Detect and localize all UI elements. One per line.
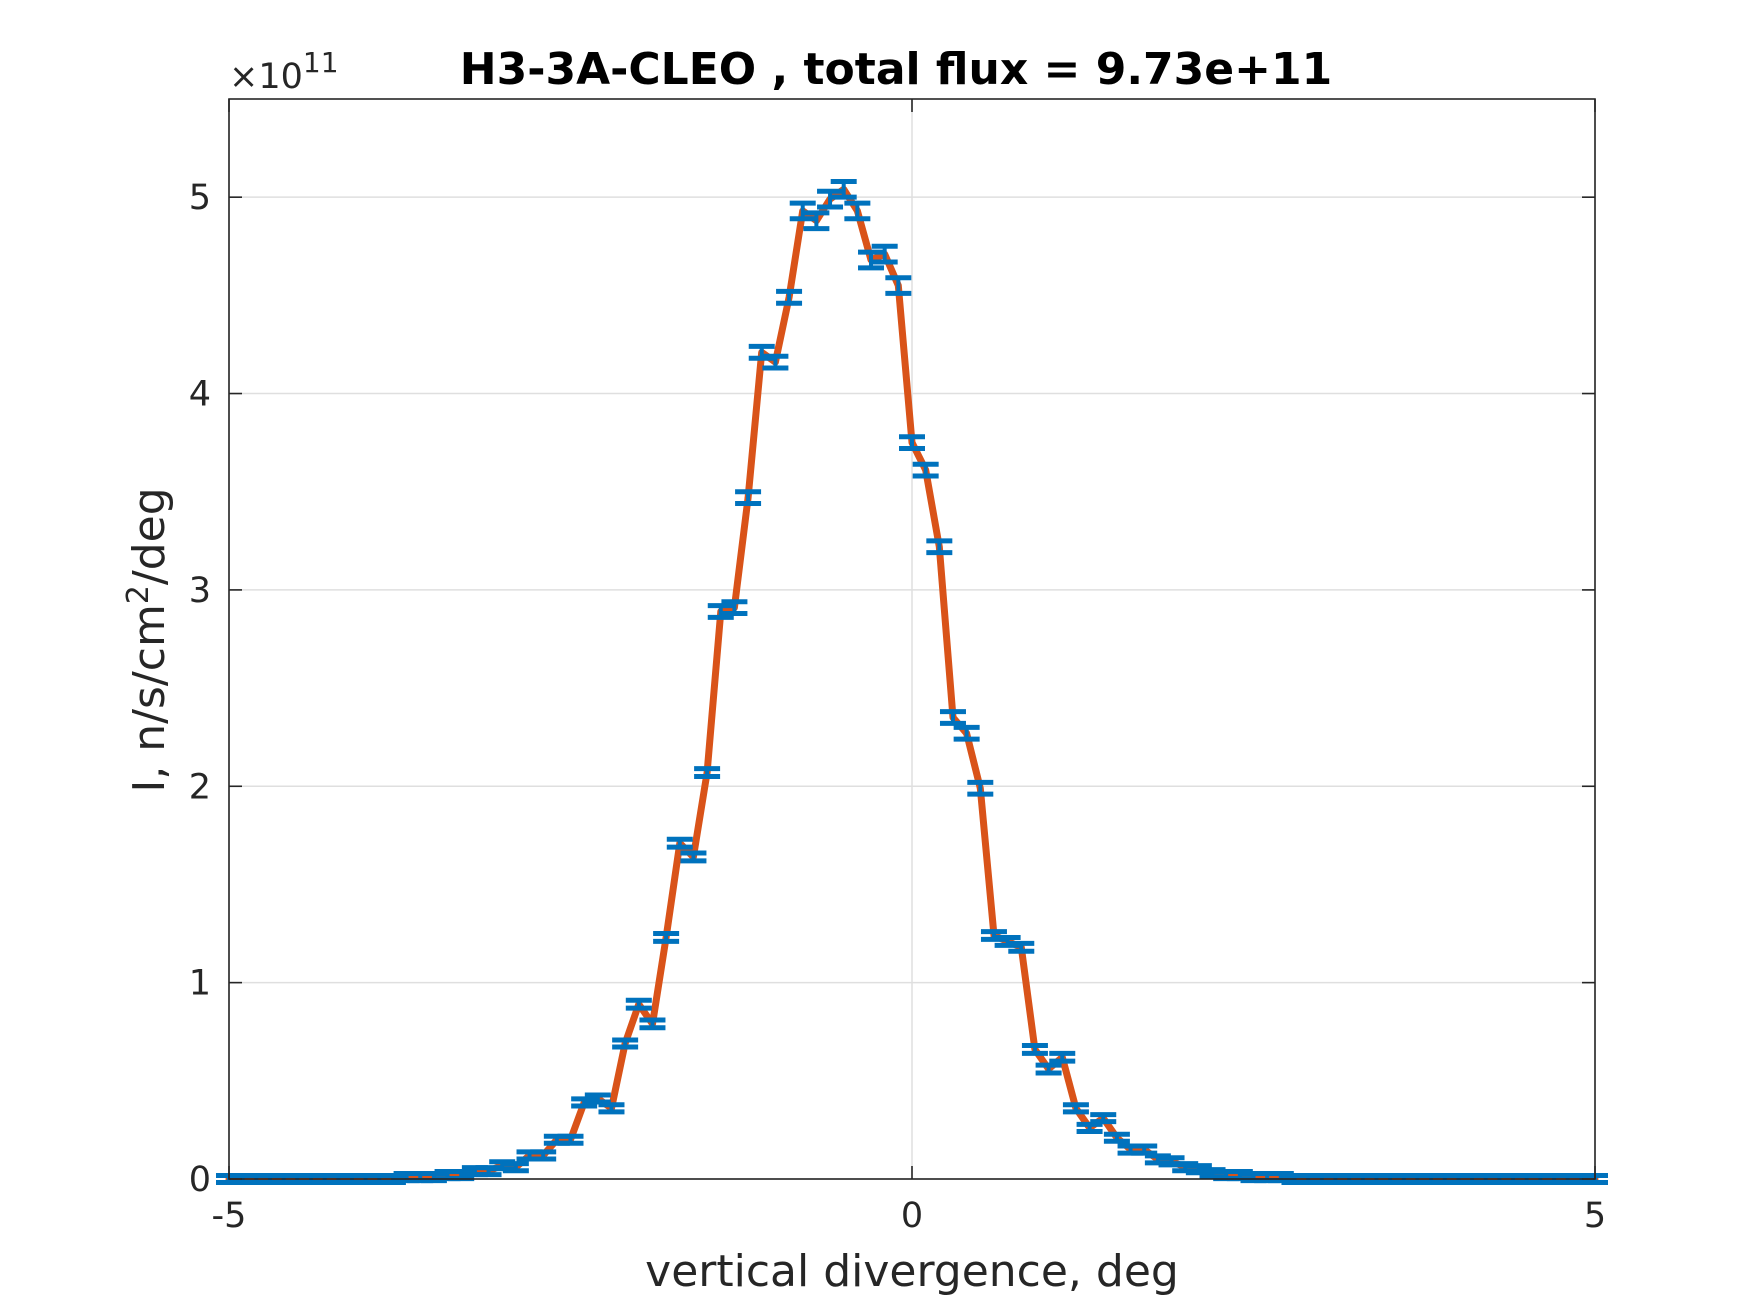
error-bar (1062, 1102, 1089, 1115)
error-bar (967, 779, 994, 797)
error-bar (1008, 940, 1035, 954)
x-axis-label: vertical divergence, deg (645, 1246, 1179, 1297)
error-bar (735, 489, 762, 507)
y-tick-label: 2 (189, 767, 211, 807)
chart-title: H3-3A-CLEO , total flux = 9.73e+11 (460, 44, 1332, 95)
error-bar (762, 353, 789, 371)
error-bar (939, 709, 966, 726)
error-bar (776, 288, 803, 306)
y-axis-label: I, n/s/cm2/deg (121, 487, 175, 792)
y-tick-label: 4 (189, 375, 211, 415)
error-bar (871, 243, 898, 265)
error-bar (584, 1092, 611, 1105)
error-bar (502, 1161, 529, 1174)
error-bar (830, 178, 857, 200)
error-bar (1035, 1062, 1062, 1076)
error-bar (625, 997, 652, 1011)
error-bar (557, 1133, 584, 1146)
error-bar (817, 188, 844, 210)
y-tick-label: 1 (189, 964, 211, 1004)
error-bar (1090, 1112, 1117, 1125)
y-tick-label: 5 (189, 178, 211, 218)
error-bar (598, 1102, 625, 1115)
data-layer (216, 178, 1608, 1186)
error-bar (666, 836, 693, 850)
error-bar (858, 249, 885, 271)
error-bar (639, 1017, 666, 1031)
error-bar (844, 200, 871, 222)
error-bar (1185, 1163, 1212, 1176)
error-bar (1131, 1143, 1158, 1156)
x-tick-label: -5 (212, 1196, 247, 1236)
error-bar (653, 931, 680, 944)
error-bar (612, 1037, 639, 1050)
y-tick-label: 3 (189, 571, 211, 611)
error-bar (912, 461, 939, 479)
x-tick-label: 0 (901, 1196, 923, 1236)
error-bar (680, 850, 707, 864)
error-bar (899, 434, 925, 452)
error-bar (926, 538, 953, 556)
error-bar (1103, 1131, 1130, 1144)
error-bar (530, 1149, 557, 1162)
error-bar (694, 766, 721, 779)
error-bar (953, 724, 980, 742)
error-bar (803, 210, 830, 232)
y-exponent-label: ×1011 (229, 46, 339, 97)
error-bar (571, 1096, 598, 1109)
error-bar (1049, 1050, 1076, 1064)
error-bar (789, 200, 816, 222)
error-bar (1021, 1042, 1048, 1056)
error-bar (1076, 1121, 1103, 1134)
error-bar (721, 599, 748, 616)
y-tick-label: 0 (189, 1160, 211, 1200)
x-tick-label: 5 (1584, 1196, 1606, 1236)
error-bar (885, 275, 912, 296)
error-bar (707, 603, 734, 620)
